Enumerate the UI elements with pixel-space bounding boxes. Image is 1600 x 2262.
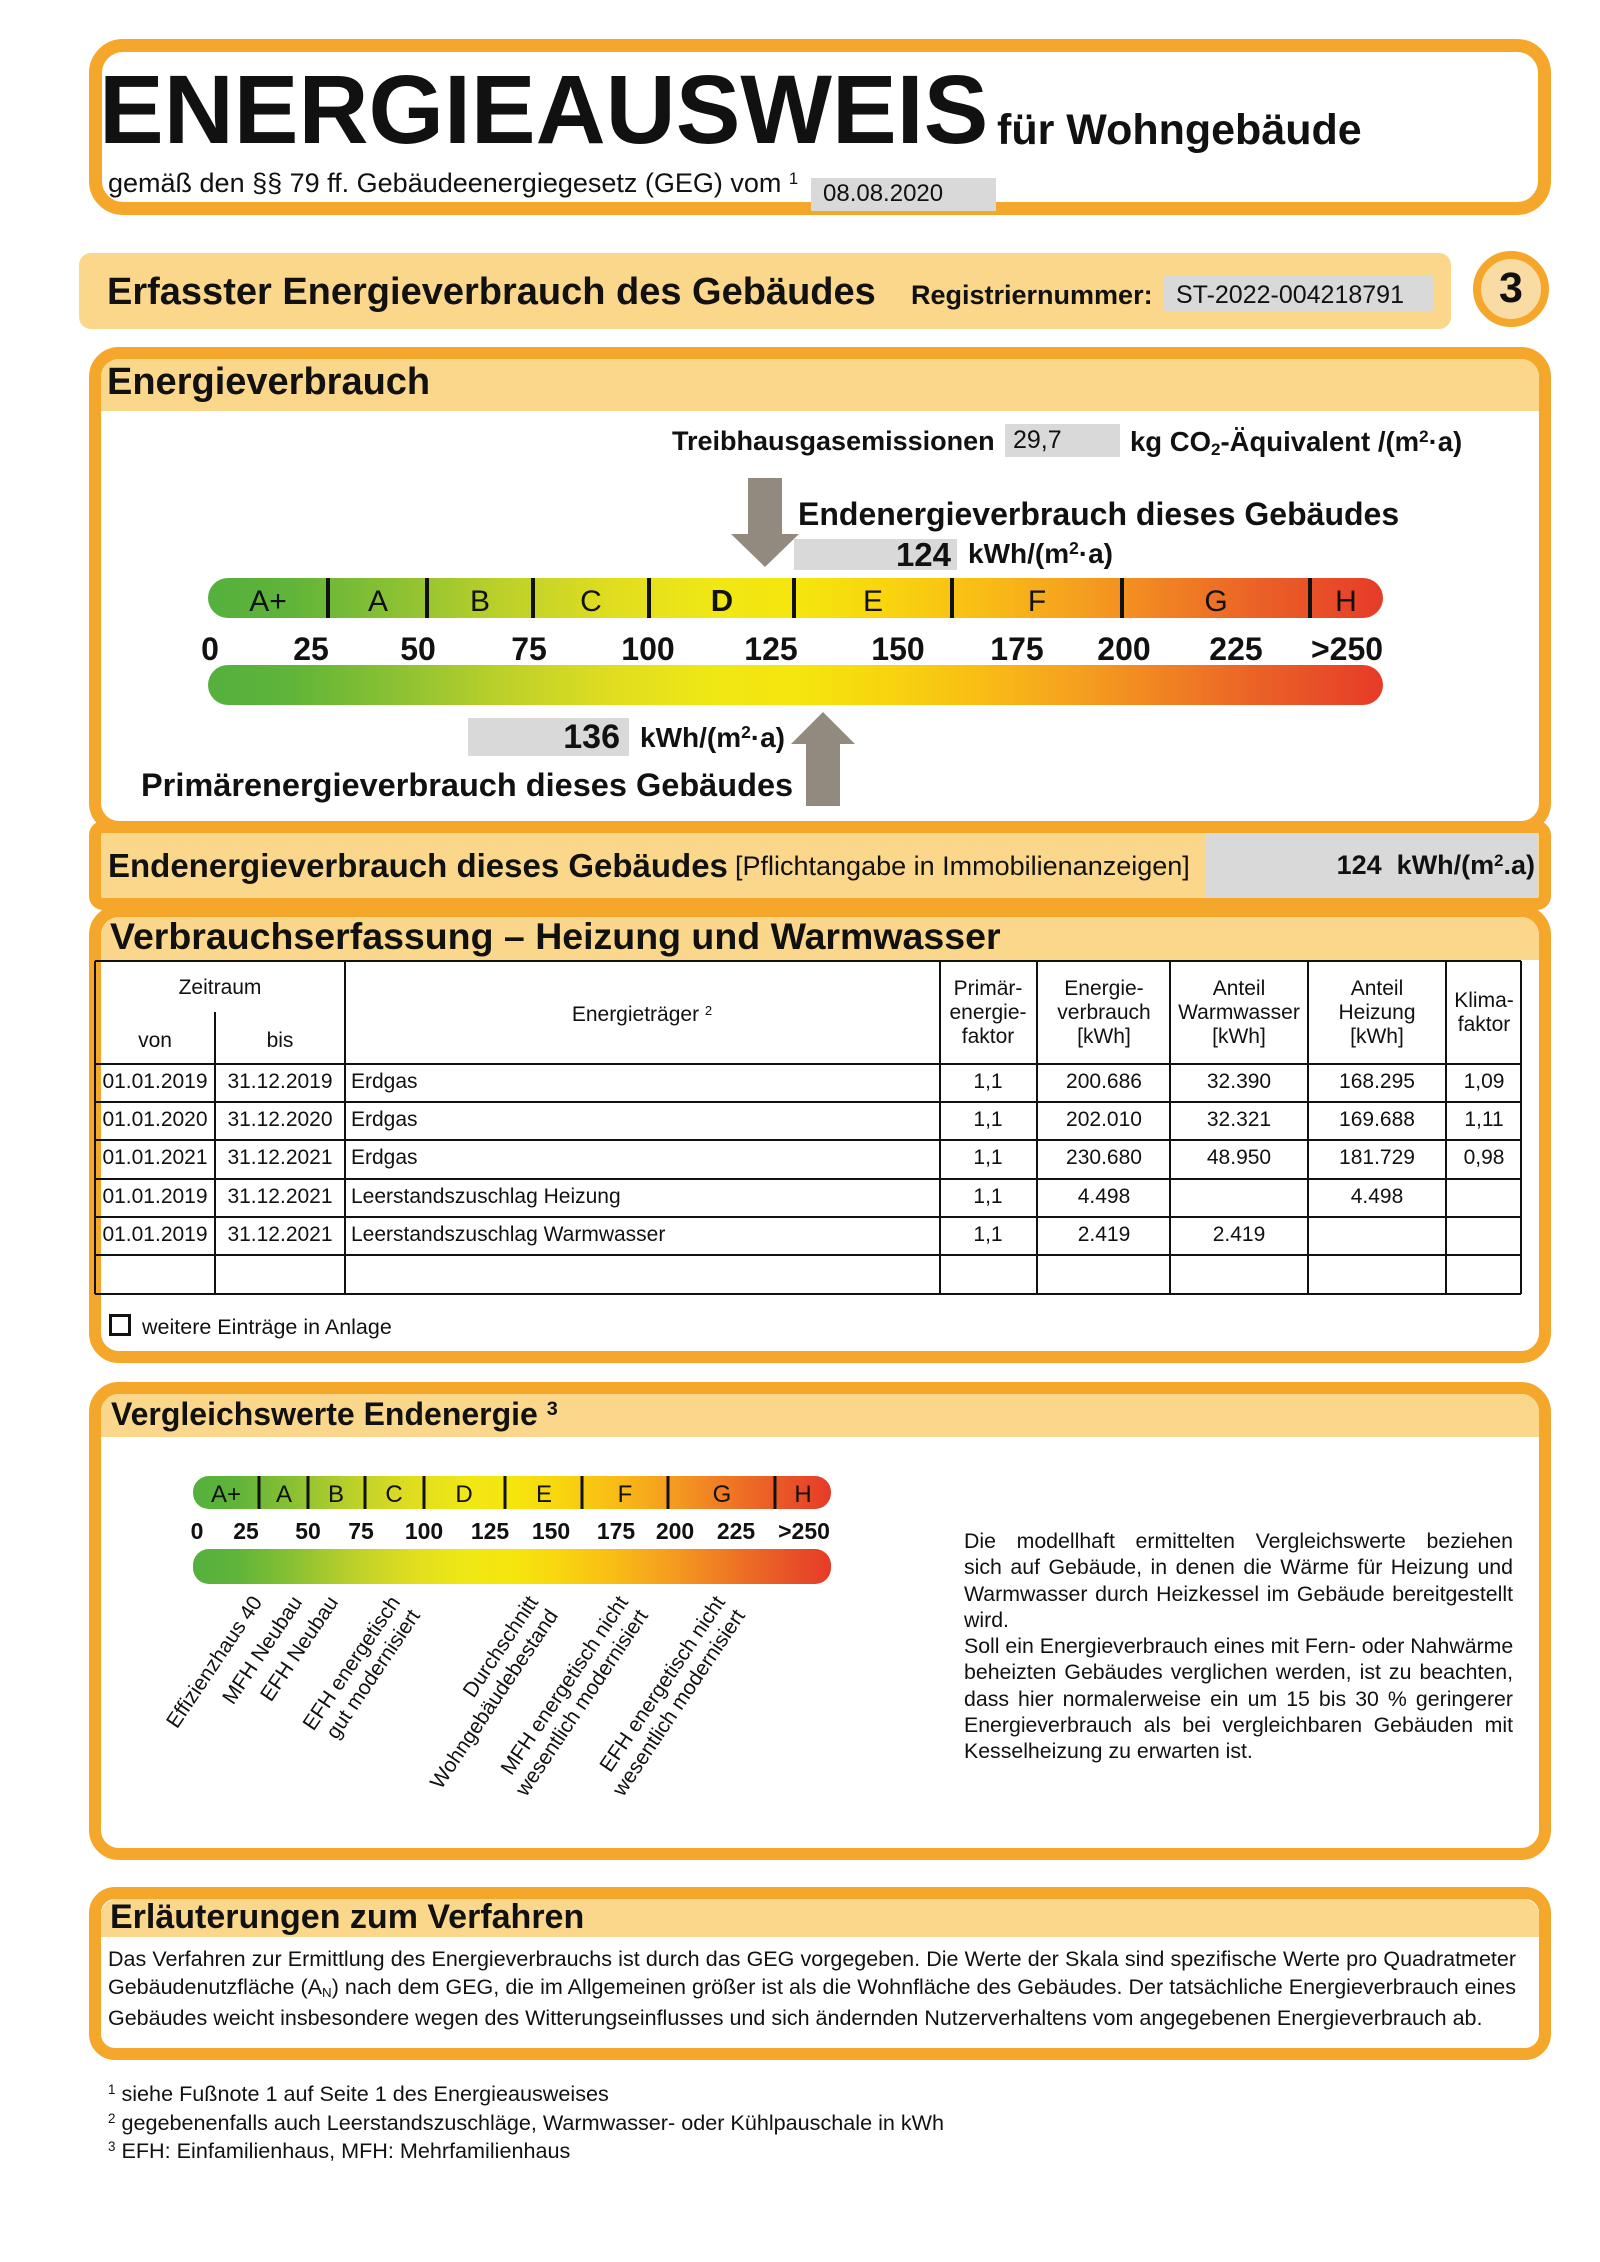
svg-text:E: E [536, 1481, 552, 1508]
svg-text:E: E [863, 585, 883, 618]
svg-text:H: H [1335, 585, 1357, 618]
svg-text:175: 175 [990, 631, 1043, 667]
svg-text:G: G [1204, 585, 1227, 618]
svg-text:75: 75 [511, 631, 547, 667]
svg-text:A+: A+ [249, 585, 287, 618]
svg-text:A: A [368, 585, 388, 618]
svg-text:225: 225 [1209, 631, 1262, 667]
svg-text:F: F [1028, 585, 1046, 618]
svg-text:B: B [328, 1481, 344, 1508]
svg-text:H: H [794, 1481, 811, 1508]
svg-text:F: F [618, 1481, 633, 1508]
svg-text:A: A [276, 1481, 292, 1508]
svg-text:125: 125 [471, 1518, 510, 1544]
svg-text:200: 200 [656, 1518, 694, 1544]
svg-text:150: 150 [532, 1518, 570, 1544]
svg-text:75: 75 [348, 1518, 374, 1544]
svg-text:0: 0 [201, 631, 219, 667]
svg-text:50: 50 [295, 1518, 321, 1544]
svg-text:B: B [470, 585, 490, 618]
svg-text:125: 125 [744, 631, 797, 667]
svg-text:D: D [455, 1481, 472, 1508]
svg-text:150: 150 [871, 631, 924, 667]
svg-text:>250: >250 [1311, 631, 1383, 667]
svg-text:50: 50 [400, 631, 436, 667]
svg-text:25: 25 [233, 1518, 259, 1544]
svg-text:0: 0 [191, 1518, 204, 1544]
svg-text:A+: A+ [211, 1481, 241, 1508]
svg-text:C: C [385, 1481, 402, 1508]
svg-text:100: 100 [621, 631, 674, 667]
svg-text:G: G [713, 1481, 732, 1508]
svg-text:175: 175 [597, 1518, 636, 1544]
svg-text:200: 200 [1097, 631, 1150, 667]
svg-text:D: D [711, 583, 733, 618]
svg-text:25: 25 [293, 631, 329, 667]
svg-text:>250: >250 [778, 1518, 830, 1544]
svg-text:100: 100 [405, 1518, 443, 1544]
svg-text:C: C [580, 585, 602, 618]
svg-text:225: 225 [717, 1518, 756, 1544]
